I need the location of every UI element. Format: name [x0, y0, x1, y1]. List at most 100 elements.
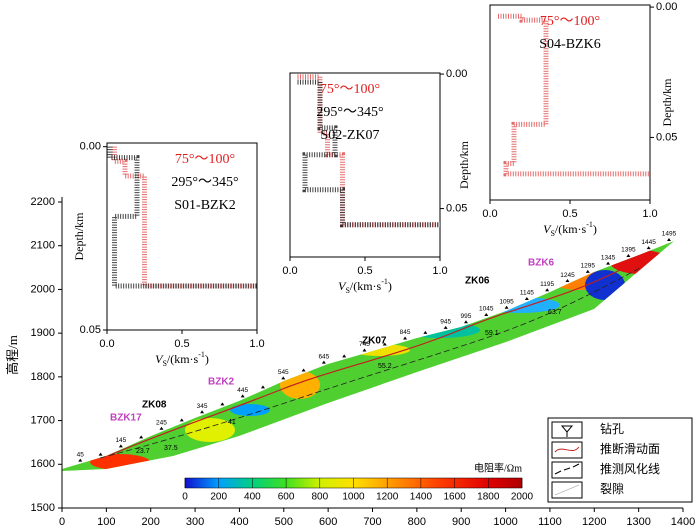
x-tick-label: 0.0 [282, 265, 297, 277]
x-axis-label-part: ) [205, 352, 209, 366]
x-tick-label: 500 [275, 516, 293, 528]
legend-label: 裂隙 [600, 482, 624, 496]
station-label: 245 [156, 419, 167, 426]
station-label: 945 [440, 319, 451, 326]
velocity-profile [498, 13, 650, 177]
annotation: 295°～345° [171, 175, 238, 190]
y-tick-label: 0.00 [80, 141, 101, 153]
station-mark [362, 348, 367, 352]
x-tick-label: 100 [97, 516, 115, 528]
slide-surface [109, 269, 621, 456]
y-tick-label: 0.00 [656, 1, 677, 13]
station-label: 1245 [560, 272, 575, 279]
station-mark [403, 336, 408, 340]
x-axis-label-part: /(km·s [350, 279, 382, 293]
station-mark [423, 330, 428, 334]
annotation: 75°～100° [320, 82, 380, 97]
station-mark [646, 246, 651, 250]
station-mark [342, 354, 347, 358]
x-tick-label: 0.0 [99, 338, 114, 350]
x-axis-label-part: S [550, 229, 554, 238]
colorbar-tick-label: 400 [244, 492, 261, 503]
station-label: 145 [115, 437, 126, 444]
station-mark [220, 402, 225, 406]
station-label: 1045 [479, 306, 494, 313]
depth-label: 59.1 [485, 330, 499, 337]
y-axis-label: Depth/km [72, 212, 86, 261]
colorbar-tick-label: 1600 [443, 492, 466, 503]
colorbar-tick-label: 0 [182, 492, 188, 503]
station-label: 545 [278, 369, 289, 376]
x-axis-label-part: -1 [198, 350, 205, 359]
depth-label: 55.2 [378, 363, 392, 370]
station-label: 1295 [581, 263, 596, 270]
x-axis-label-part: -1 [381, 277, 388, 286]
x-axis-label-part: V [543, 222, 552, 236]
station-mark [78, 458, 83, 462]
x-tick-label: 1100 [538, 516, 562, 528]
x-tick-label: 300 [186, 516, 204, 528]
depth-label: 37.5 [164, 445, 178, 452]
y-tick-label: 0.05 [656, 131, 677, 143]
station-mark [321, 360, 326, 364]
station-label: 1495 [662, 231, 677, 238]
x-axis-label-part: ) [388, 279, 392, 293]
x-axis-label-part: S [162, 359, 166, 368]
depth-label: 23.7 [136, 448, 150, 455]
annotation: S04-BZK6 [539, 37, 600, 52]
x-tick-label: 1.0 [642, 208, 657, 220]
y-tick-label: 1800 [31, 371, 55, 383]
borehole-label: ZK07 [362, 336, 387, 347]
x-tick-label: 0.5 [174, 338, 189, 350]
station-label: 445 [237, 387, 248, 394]
colorbar-tick-label: 800 [311, 492, 328, 503]
station-label: 1145 [520, 290, 534, 297]
y-tick-label: 1600 [31, 458, 55, 470]
station-mark [118, 444, 123, 448]
depth-label: 63.7 [548, 309, 562, 316]
colorbar-tick-label: 1800 [477, 492, 500, 503]
depth-label: 41 [228, 419, 236, 426]
velocity-profile [107, 146, 257, 289]
station-label: 1395 [621, 247, 636, 254]
x-tick-label: 0 [59, 516, 65, 528]
x-axis-label-part: -1 [586, 220, 593, 229]
y-tick-label: 1700 [31, 414, 55, 426]
y-tick-label: 2200 [31, 196, 55, 208]
x-axis-label-part: S [345, 286, 349, 295]
inset-frame [106, 142, 258, 331]
y-tick-label: 2100 [31, 240, 55, 252]
x-axis-label-part: /(km·s [167, 352, 199, 366]
y-tick-label: 1900 [31, 327, 55, 339]
station-label: 1445 [641, 239, 656, 246]
station-mark [606, 261, 611, 265]
x-tick-label: 1.0 [432, 265, 447, 277]
x-tick-label: 1400 [671, 516, 695, 528]
y-axis-label: Depth/km [660, 78, 674, 127]
annotation: 75°～100° [540, 14, 600, 29]
y-tick-label: 0.05 [446, 202, 467, 214]
station-mark [159, 426, 164, 430]
x-tick-label: 1300 [626, 516, 650, 528]
annotation: 295°～345° [316, 105, 383, 120]
station-mark [565, 279, 570, 283]
borehole-label: BZK17 [110, 413, 142, 424]
x-tick-label: 1200 [582, 516, 606, 528]
x-tick-label: 0.5 [562, 208, 577, 220]
colorbar-tick-label: 600 [278, 492, 295, 503]
x-axis-label-part: V [155, 352, 164, 366]
x-axis-label: VS/(km·s-1) [543, 220, 597, 238]
annotation: S01-BZK2 [174, 198, 235, 213]
station-mark [666, 238, 671, 242]
x-tick-label: 400 [230, 516, 248, 528]
station-mark [463, 320, 468, 324]
station-mark [139, 435, 144, 439]
annotation: S02-ZK07 [320, 128, 379, 143]
borehole-labels: BZK17 ZK08 BZK2 ZK07 ZK06 BZK6 [110, 258, 555, 424]
station-label: 645 [318, 353, 329, 360]
annotation: 75°～100° [175, 152, 235, 167]
station-label: 1345 [601, 254, 616, 261]
station-label: 845 [400, 329, 411, 336]
y-tick-label: 0.00 [446, 68, 467, 80]
